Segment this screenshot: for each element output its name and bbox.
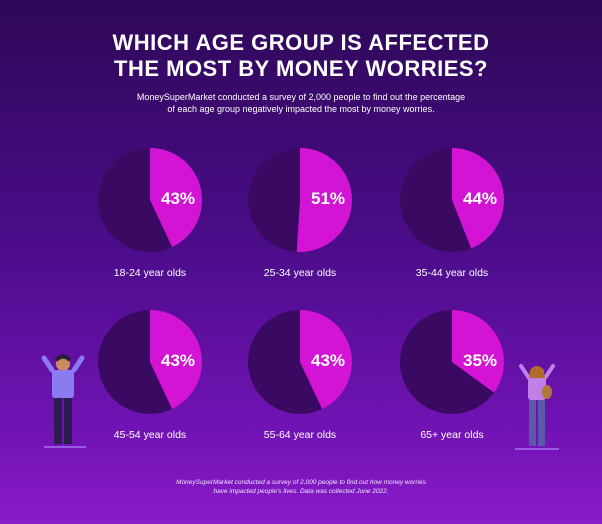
pie-value-slice (300, 310, 353, 410)
footnote-line-1: MoneySuperMarket conducted a survey of 2… (176, 479, 426, 486)
subtitle-line-1: MoneySuperMarket conducted a survey of 2… (136, 92, 466, 102)
pie-chart: 43% (90, 140, 210, 260)
pie-svg: 35% (400, 310, 504, 414)
stressed-woman-illustration (515, 364, 559, 450)
pie-value-slice (150, 310, 203, 410)
pie-category-label: 25-34 year olds (263, 267, 337, 279)
pie-category-label: 45-54 year olds (113, 429, 187, 441)
pie-category-label: 65+ year olds (420, 429, 484, 441)
pie-category-label: 18-24 year olds (113, 267, 187, 279)
page-subtitle: MoneySuperMarket conducted a survey of 2… (0, 91, 602, 115)
pie-category-label: 35-44 year olds (415, 267, 489, 279)
page-title: WHICH AGE GROUP IS AFFECTED THE MOST BY … (0, 30, 602, 82)
pie-chart: 35% (392, 302, 512, 422)
pie-chart: 44% (392, 140, 512, 260)
pie-value-label: 43% (311, 351, 345, 370)
pie-value-slice (296, 148, 352, 252)
title-line-2: THE MOST BY MONEY WORRIES? (114, 56, 488, 81)
pie-chart: 43% (240, 302, 360, 422)
pie-svg: 43% (98, 148, 203, 252)
footnote: MoneySuperMarket conducted a survey of 2… (0, 478, 602, 496)
pie-value-slice (150, 148, 203, 248)
stressed-man-illustration (41, 354, 86, 448)
pie-svg: 44% (400, 148, 504, 252)
pie-chart: 51% (240, 140, 360, 260)
pie-value-slice (452, 148, 504, 249)
pie-value-label: 44% (463, 189, 497, 208)
pie-chart: 43% (90, 302, 210, 422)
subtitle-line-2: of each age group negatively impacted th… (167, 104, 435, 114)
pie-value-label: 35% (463, 351, 497, 370)
pie-value-label: 43% (161, 189, 195, 208)
pie-svg: 43% (248, 310, 353, 414)
title-line-1: WHICH AGE GROUP IS AFFECTED (112, 30, 490, 55)
pie-value-slice (452, 310, 504, 393)
pie-value-label: 51% (311, 189, 345, 208)
pie-svg: 51% (248, 148, 352, 252)
pie-value-label: 43% (161, 351, 195, 370)
pie-category-label: 55-64 year olds (263, 429, 337, 441)
pie-svg: 43% (98, 310, 203, 414)
footnote-line-2: have impacted people's lives. Data was c… (213, 488, 389, 495)
